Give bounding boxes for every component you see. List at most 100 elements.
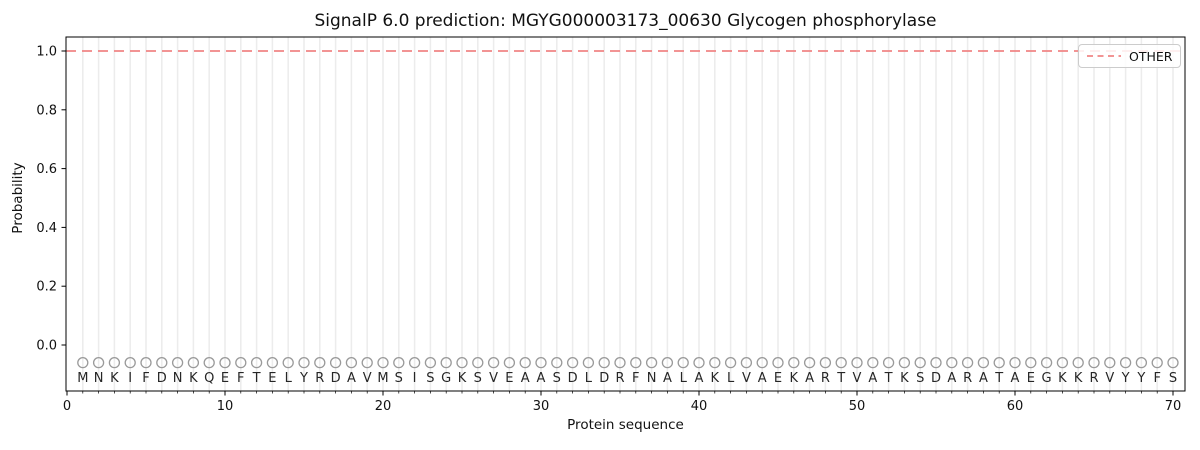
residue-letter: V bbox=[1105, 371, 1114, 386]
residue-letter: A bbox=[805, 371, 814, 386]
residue-letter: A bbox=[947, 371, 956, 386]
y-tick-label: 0.2 bbox=[36, 280, 57, 295]
residue-letter: S bbox=[916, 371, 924, 386]
residue-marker-circle bbox=[203, 356, 215, 369]
residue-letter: A bbox=[695, 371, 704, 386]
residue-letter: Y bbox=[1136, 371, 1145, 386]
residue-marker-circle bbox=[456, 356, 468, 369]
residue-marker-circle bbox=[140, 356, 152, 369]
residue-letter: L bbox=[585, 371, 593, 386]
residue-marker-circle bbox=[472, 356, 484, 369]
residue-marker-circle bbox=[440, 356, 452, 369]
residue-marker-circle bbox=[250, 356, 263, 369]
residue-letter: T bbox=[252, 371, 261, 386]
y-tick-label: 0.6 bbox=[36, 162, 57, 177]
residue-letter: S bbox=[553, 371, 561, 386]
x-tick-label: 0 bbox=[63, 399, 71, 414]
residue-marker-circle bbox=[566, 356, 579, 369]
residue-letter: D bbox=[931, 371, 941, 386]
axes-spines bbox=[65, 36, 1186, 392]
residue-marker-circle bbox=[282, 356, 294, 369]
residue-letter: E bbox=[268, 371, 276, 386]
residue-marker-circle bbox=[867, 356, 879, 369]
residue-marker-circle bbox=[645, 356, 658, 369]
residue-letter: S bbox=[1169, 371, 1177, 386]
residue-marker-circle bbox=[803, 356, 816, 369]
legend: OTHER bbox=[1078, 44, 1182, 68]
residue-letter: K bbox=[711, 371, 720, 386]
residue-marker-circle bbox=[851, 356, 863, 369]
x-tick-label: 70 bbox=[1165, 399, 1182, 414]
residue-letter: K bbox=[900, 371, 909, 386]
y-tick-label: 0.0 bbox=[36, 339, 57, 354]
residue-letter: F bbox=[142, 371, 149, 386]
chart-title: SignalP 6.0 prediction: MGYG000003173_00… bbox=[314, 11, 937, 31]
residue-marker-circle bbox=[503, 356, 516, 369]
residue-letter: S bbox=[474, 371, 482, 386]
y-tick-label: 0.4 bbox=[36, 221, 57, 236]
residue-letter: D bbox=[599, 371, 609, 386]
residue-letter: A bbox=[868, 371, 877, 386]
residue-letter: S bbox=[395, 371, 403, 386]
residue-marker-circle bbox=[693, 356, 705, 369]
residue-marker-circle bbox=[961, 356, 974, 369]
residue-marker-circle bbox=[898, 356, 911, 369]
residue-marker-circle bbox=[677, 356, 689, 369]
residue-letter: E bbox=[221, 371, 229, 386]
residue-marker-circle bbox=[124, 356, 136, 369]
residue-marker-circle bbox=[1167, 356, 1179, 369]
residue-marker-circle bbox=[1072, 356, 1084, 369]
residue-letter: K bbox=[110, 371, 119, 386]
residue-letter: K bbox=[458, 371, 467, 386]
residue-marker-circle bbox=[235, 356, 247, 369]
residue-marker-circle bbox=[551, 356, 563, 369]
x-tick-label: 20 bbox=[375, 399, 392, 414]
y-tick-label: 1.0 bbox=[36, 45, 57, 60]
residue-letter: N bbox=[94, 371, 104, 386]
residue-letter: A bbox=[537, 371, 546, 386]
residue-letter: E bbox=[505, 371, 513, 386]
residue-marker-circle bbox=[756, 356, 768, 369]
x-tick-label: 50 bbox=[849, 399, 866, 414]
residue-letter: K bbox=[1058, 371, 1067, 386]
residue-letter: E bbox=[774, 371, 782, 386]
residue-letter: L bbox=[680, 371, 688, 386]
residue-letter: V bbox=[853, 371, 862, 386]
residue-marker-circle bbox=[219, 356, 231, 369]
legend-dashed-line-icon bbox=[1087, 55, 1121, 57]
residue-marker-circle bbox=[535, 356, 547, 369]
residue-marker-circle bbox=[1135, 356, 1148, 369]
residue-marker-circle bbox=[519, 356, 531, 369]
residue-marker-circle bbox=[314, 356, 326, 369]
residue-letter: G bbox=[441, 371, 451, 386]
residue-marker-circle bbox=[487, 356, 500, 369]
residue-marker-circle bbox=[835, 356, 847, 369]
residue-letter: F bbox=[237, 371, 244, 386]
residue-marker-circle bbox=[77, 356, 89, 369]
residue-letter: A bbox=[663, 371, 672, 386]
residue-marker-circle bbox=[1151, 356, 1163, 369]
residue-marker-circle bbox=[740, 356, 753, 369]
residue-letter: M bbox=[77, 371, 88, 386]
residue-marker-circle bbox=[946, 356, 958, 369]
legend-label: OTHER bbox=[1129, 48, 1173, 64]
x-axis-label: Protein sequence bbox=[567, 417, 684, 433]
residue-letter: V bbox=[489, 371, 498, 386]
residue-marker-circle bbox=[930, 356, 942, 369]
residue-letter: R bbox=[1089, 371, 1098, 386]
x-tick-label: 10 bbox=[217, 399, 234, 414]
residue-letter: I bbox=[413, 371, 417, 386]
residue-letter: K bbox=[790, 371, 799, 386]
residue-marker-circle bbox=[914, 356, 926, 369]
residue-letter: F bbox=[1153, 371, 1160, 386]
residue-letter: L bbox=[285, 371, 293, 386]
residue-marker-circle bbox=[661, 356, 674, 369]
residue-marker-circle bbox=[345, 356, 358, 369]
residue-marker-circle bbox=[408, 356, 421, 369]
x-tick-label: 60 bbox=[1007, 399, 1024, 414]
residue-marker-circle bbox=[1025, 356, 1037, 369]
residue-marker-circle bbox=[266, 356, 279, 369]
residue-letter: A bbox=[1011, 371, 1020, 386]
residue-letter: L bbox=[727, 371, 735, 386]
